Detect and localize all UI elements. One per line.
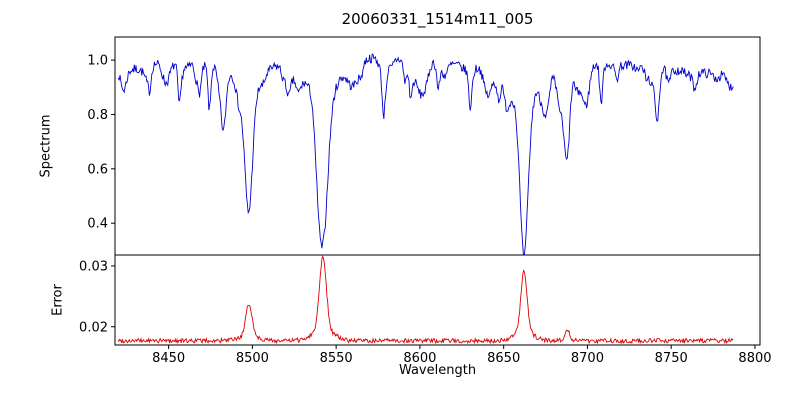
x-tick-label: 8650	[487, 351, 520, 366]
error-line	[117, 255, 734, 345]
y-tick-label: 0.6	[87, 162, 108, 177]
x-tick-label: 8500	[236, 351, 269, 366]
chart-title: 20060331_1514m11_005	[341, 10, 534, 28]
x-tick-label: 8450	[152, 351, 185, 366]
y-tick-label: 0.4	[87, 217, 108, 232]
spectrum-line	[117, 53, 734, 255]
x-tick-label: 8800	[738, 351, 771, 366]
x-tick-label: 8700	[571, 351, 604, 366]
y-tick-label: 0.03	[79, 259, 108, 274]
x-axis-label: Wavelength	[398, 363, 477, 378]
x-tick-label: 8750	[655, 351, 688, 366]
x-tick-label: 8600	[403, 351, 436, 366]
x-tick-label: 8550	[320, 351, 353, 366]
y-tick-label: 0.8	[87, 108, 108, 123]
error-panel-frame	[114, 254, 761, 346]
y-tick-label: 0.02	[79, 320, 108, 335]
y-axis-label-spectrum: Spectrum	[38, 114, 54, 178]
y-axis-label-error: Error	[50, 284, 66, 316]
y-tick-label: 1.0	[87, 54, 108, 69]
